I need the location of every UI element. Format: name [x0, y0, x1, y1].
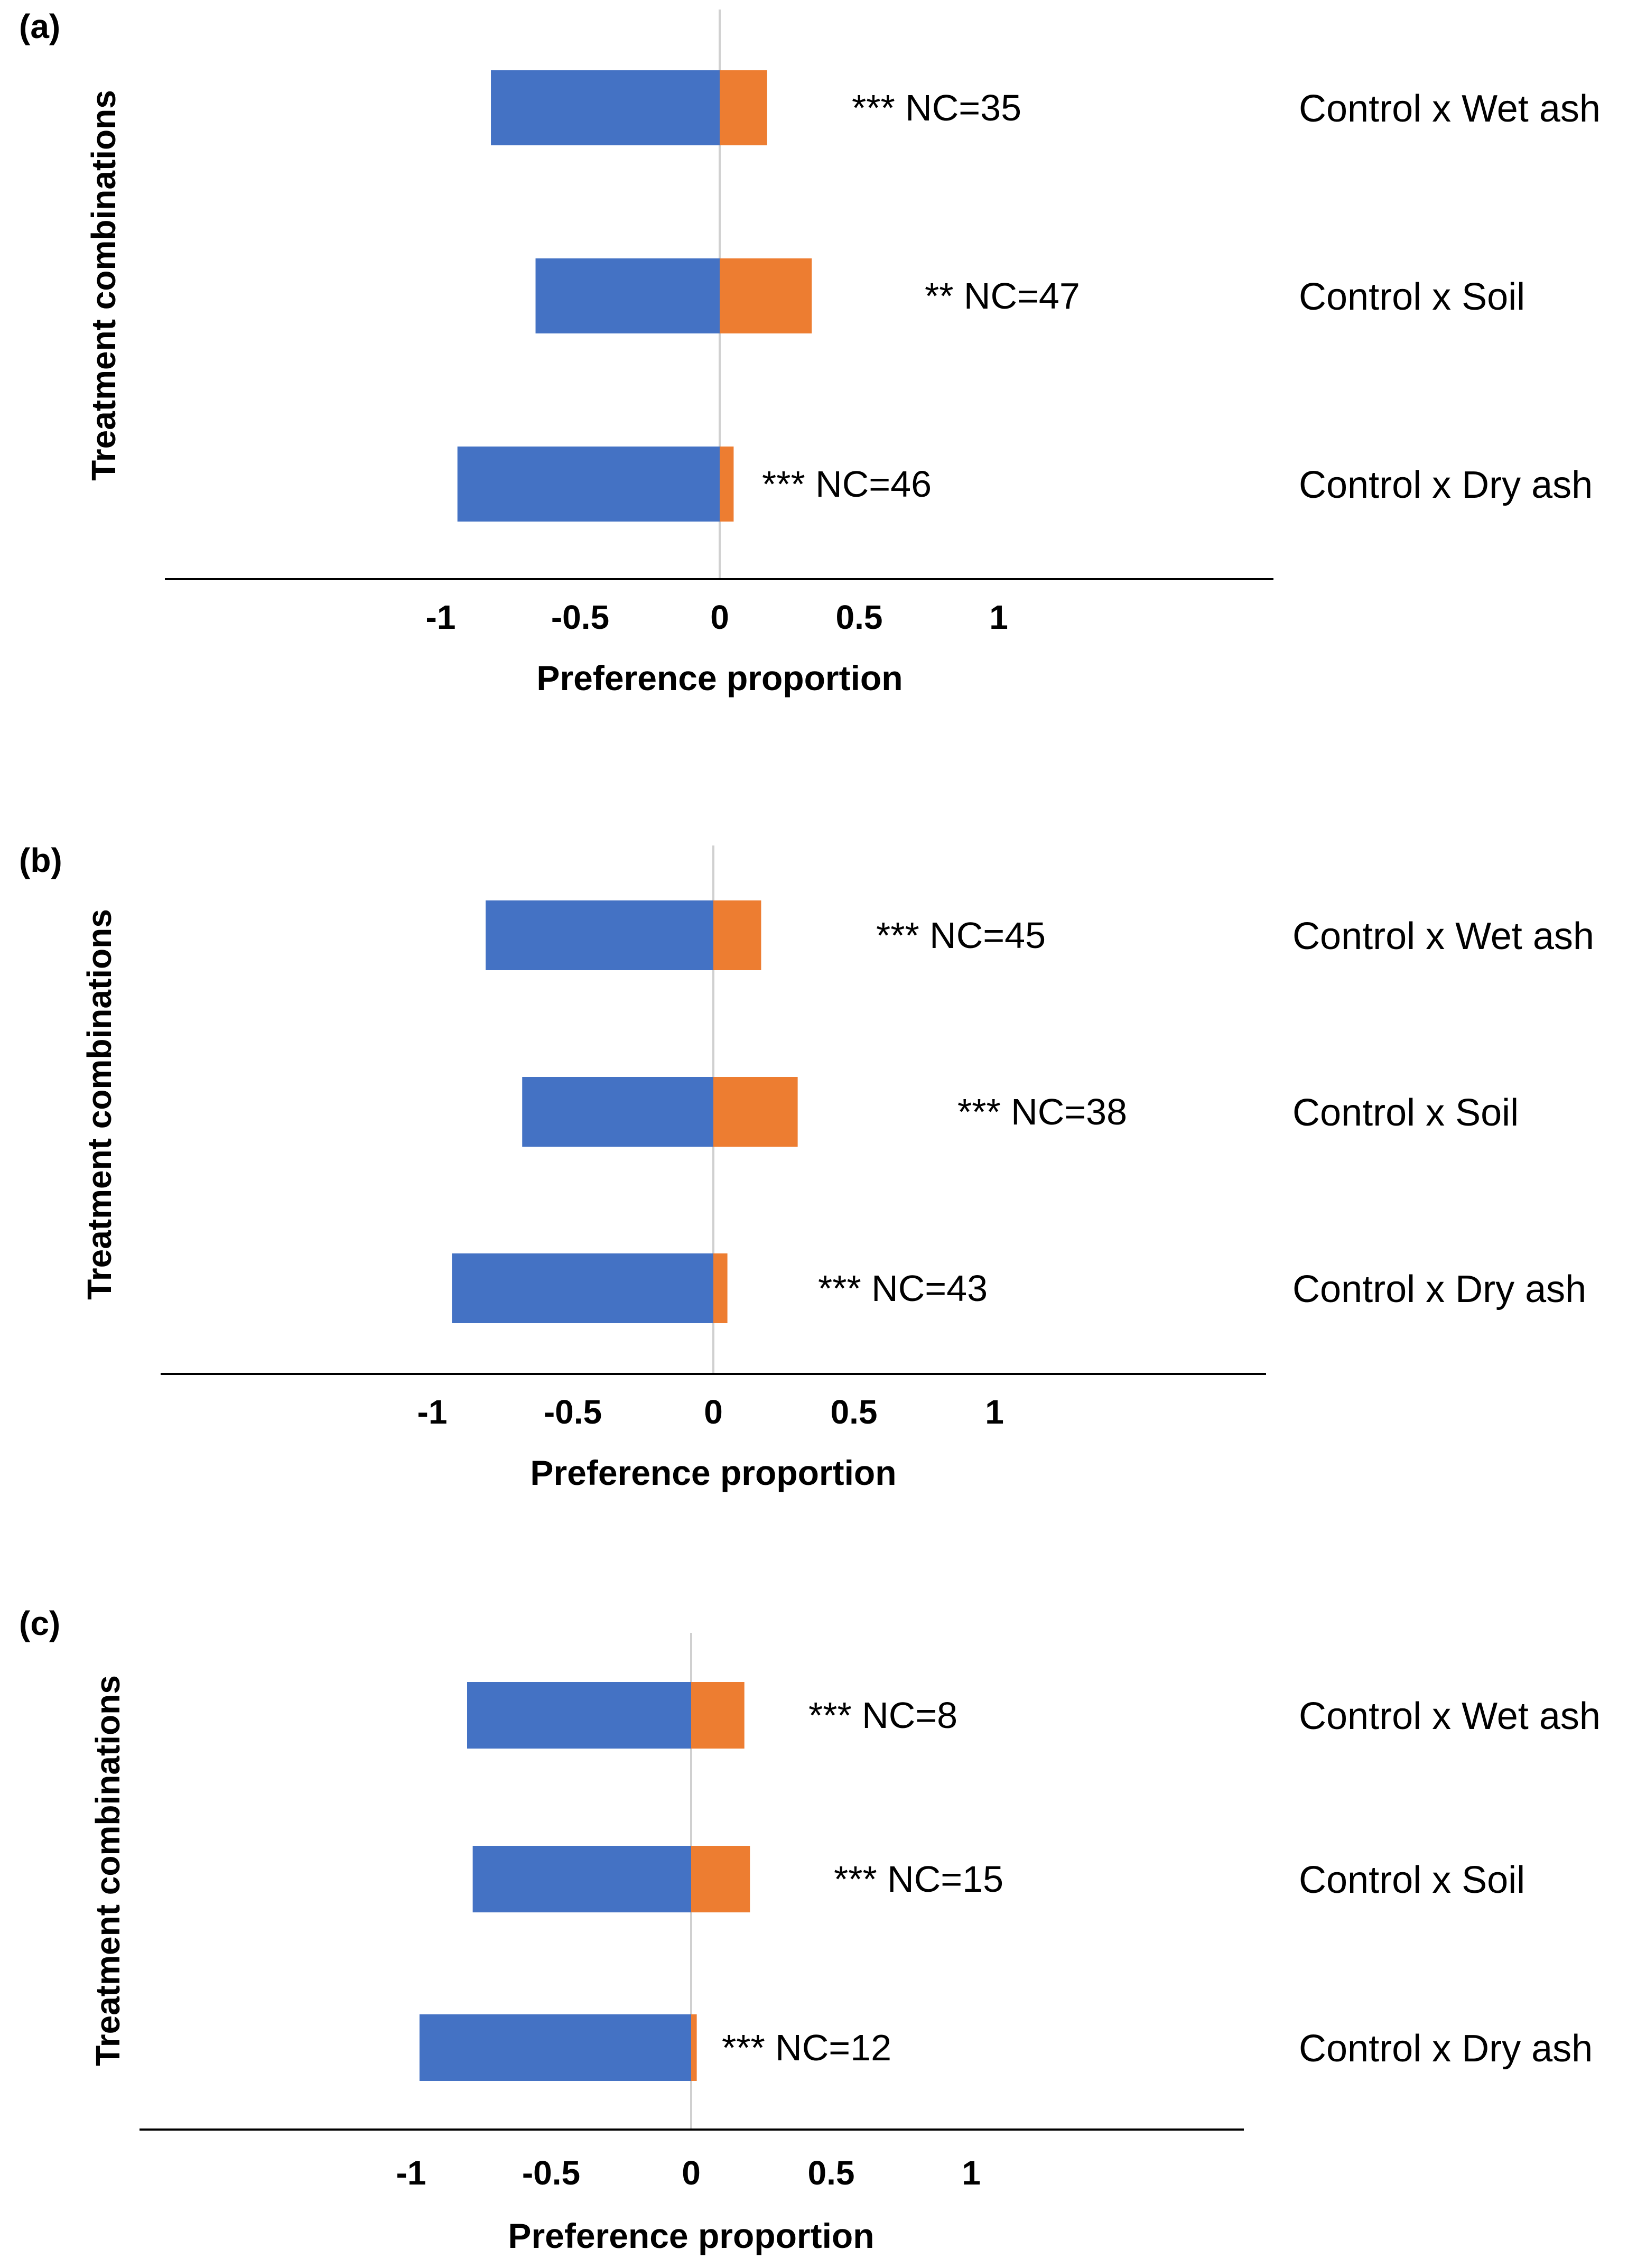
- bar-control: [535, 258, 720, 333]
- panel-label: (b): [19, 841, 62, 879]
- x-axis-title: Preference proportion: [536, 658, 903, 698]
- bar-treatment: [720, 258, 812, 333]
- bar-annotation: ** NC=47: [925, 275, 1080, 317]
- bar-control: [491, 70, 720, 145]
- category-label: Control x Dry ash: [1299, 2028, 1593, 2070]
- bar-control: [452, 1253, 713, 1323]
- x-tick-label: -1: [426, 598, 456, 636]
- bar-treatment: [713, 1253, 728, 1323]
- x-tick-label: -0.5: [551, 598, 609, 636]
- category-label: Control x Soil: [1299, 1859, 1525, 1901]
- bar-control: [467, 1682, 691, 1749]
- x-tick-label: -0.5: [522, 2154, 580, 2192]
- category-label: Control x Wet ash: [1292, 915, 1594, 958]
- x-tick-label: 0.5: [836, 598, 883, 636]
- panel-b: (b) Treatment combinations *** NC=45 Contro…: [19, 841, 1594, 1492]
- bar-treatment: [720, 447, 734, 522]
- category-label: Control x Soil: [1292, 1092, 1519, 1134]
- bar-annotation: *** NC=38: [957, 1091, 1127, 1132]
- bar-treatment: [720, 70, 767, 145]
- panel-c: (c) Treatment combinations *** NC=8 Control…: [19, 1604, 1601, 2255]
- bar-annotation: *** NC=35: [852, 87, 1021, 128]
- bar-treatment: [713, 900, 761, 970]
- x-tick-label: -0.5: [544, 1393, 602, 1431]
- bar-control: [472, 1846, 691, 1912]
- x-tick-label: 0: [682, 2154, 701, 2192]
- category-label: Control x Dry ash: [1299, 464, 1593, 506]
- x-axis-title: Preference proportion: [530, 1453, 896, 1492]
- x-tick-label: 0.5: [808, 2154, 855, 2192]
- bar-control: [522, 1077, 713, 1147]
- category-label: Control x Wet ash: [1299, 88, 1601, 130]
- x-tick-label: -1: [417, 1393, 448, 1431]
- bar-annotation: *** NC=15: [834, 1858, 1003, 1900]
- panel-a: (a) Treatment combinations *** NC=35 Contro…: [19, 7, 1601, 698]
- bar-annotation: *** NC=46: [762, 463, 932, 505]
- bar-treatment: [691, 1682, 745, 1749]
- category-label: Control x Soil: [1299, 276, 1525, 318]
- x-tick-label: 1: [985, 1393, 1004, 1431]
- x-tick-label: 1: [962, 2154, 981, 2192]
- bar-annotation: *** NC=45: [876, 915, 1046, 956]
- category-label: Control x Dry ash: [1292, 1268, 1586, 1310]
- x-tick-label: 1: [989, 598, 1008, 636]
- x-axis-title: Preference proportion: [508, 2216, 874, 2255]
- bar-treatment: [713, 1077, 798, 1147]
- panel-label: (c): [19, 1604, 60, 1642]
- x-tick-label: 0.5: [831, 1393, 878, 1431]
- panel-label: (a): [19, 7, 60, 45]
- y-axis-title: Treatment combinations: [80, 909, 118, 1300]
- bar-control: [457, 447, 720, 522]
- bar-treatment: [691, 2014, 697, 2081]
- x-tick-label: -1: [396, 2154, 426, 2192]
- bar-annotation: *** NC=8: [808, 1695, 957, 1736]
- bar-treatment: [691, 1846, 750, 1912]
- x-tick-label: 0: [710, 598, 729, 636]
- bar-control: [419, 2014, 691, 2081]
- category-label: Control x Wet ash: [1299, 1695, 1601, 1737]
- y-axis-title: Treatment combinations: [89, 1675, 127, 2066]
- y-axis-title: Treatment combinations: [85, 90, 123, 481]
- bar-control: [486, 900, 713, 970]
- bar-annotation: *** NC=43: [818, 1268, 988, 1309]
- bar-annotation: *** NC=12: [722, 2027, 891, 2068]
- x-tick-label: 0: [704, 1393, 723, 1431]
